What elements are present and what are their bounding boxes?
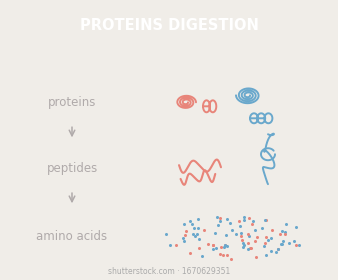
- Text: amino acids: amino acids: [37, 230, 107, 242]
- Text: proteins: proteins: [48, 96, 96, 109]
- Text: shutterstock.com · 1670629351: shutterstock.com · 1670629351: [108, 267, 230, 276]
- Text: peptides: peptides: [46, 162, 98, 175]
- Text: PROTEINS DIGESTION: PROTEINS DIGESTION: [79, 18, 259, 33]
